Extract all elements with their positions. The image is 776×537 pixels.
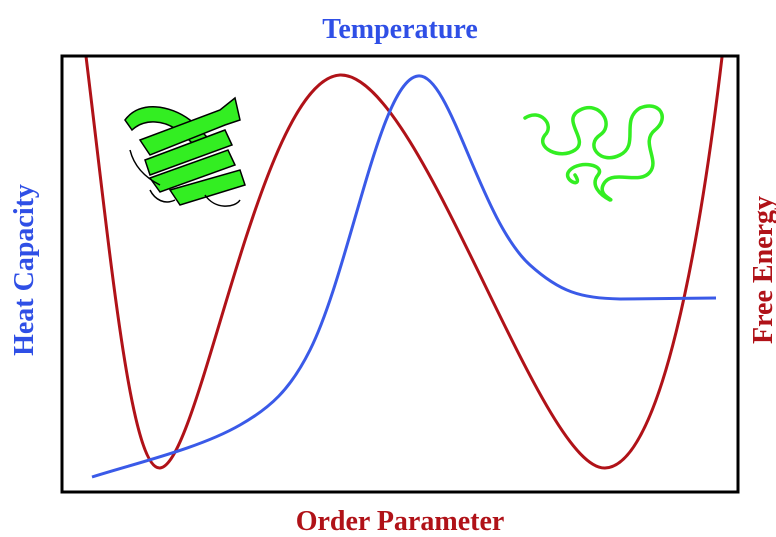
free-energy-curve	[84, 56, 724, 470]
unfolded-protein-icon	[523, 104, 664, 202]
right-label: Free Energy	[748, 196, 776, 344]
top-label: Temperature	[322, 14, 478, 45]
folded-protein-icon	[124, 96, 246, 207]
heat-capacity-curve	[91, 74, 717, 479]
left-label: Heat Capacity	[9, 184, 40, 356]
bottom-label: Order Parameter	[296, 506, 505, 537]
plot-area	[84, 56, 724, 479]
frame	[60, 54, 740, 494]
